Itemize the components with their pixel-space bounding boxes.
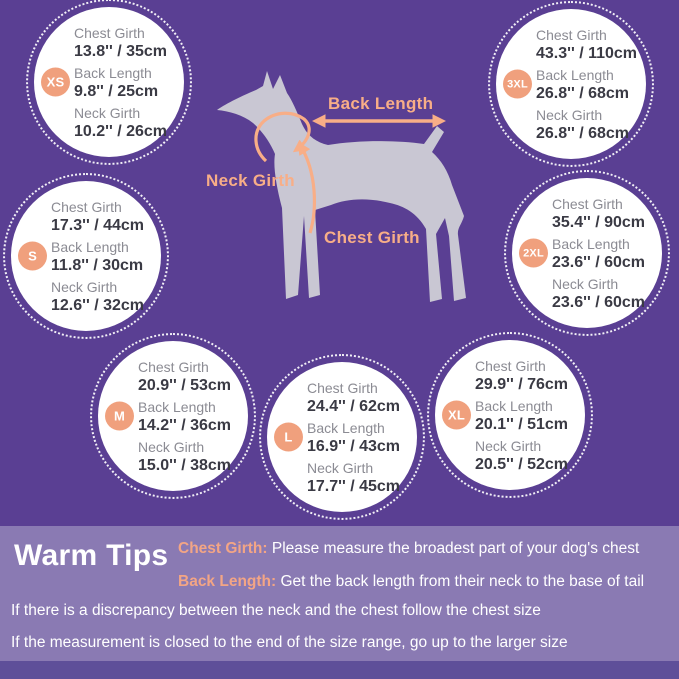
- measurement-value: 20.1'' / 51cm: [475, 416, 569, 433]
- measurements-2xl: Chest Girth 35.4'' / 90cm Back Length 23…: [552, 193, 645, 313]
- measurement-value: 16.9'' / 43cm: [307, 438, 401, 455]
- dog-silhouette: [217, 71, 466, 302]
- measurement-value: 26.8'' / 68cm: [536, 85, 630, 102]
- measurement-value: 17.3'' / 44cm: [51, 217, 145, 234]
- size-card-l: L Chest Girth 24.4'' / 62cm Back Length …: [259, 354, 425, 520]
- warm-tips-section: Warm Tips Chest Girth: Please measure th…: [0, 526, 679, 679]
- measurement-label: Chest Girth: [307, 380, 378, 396]
- note-size-range: If the measurement is closed to the end …: [11, 634, 568, 651]
- measurement-value: 43.3'' / 110cm: [536, 45, 638, 62]
- measurement-value: 14.2'' / 36cm: [138, 417, 232, 434]
- dog-silhouette-graphic: [217, 71, 466, 302]
- measurement-label: Back Length: [74, 65, 152, 81]
- size-card-2xl: 2XL Chest Girth 35.4'' / 90cm Back Lengt…: [504, 170, 670, 336]
- tip-back-length-label: Back Length:: [178, 573, 277, 590]
- warm-tips-title: Warm Tips: [14, 539, 169, 572]
- note-discrepancy: If there is a discrepancy between the ne…: [11, 602, 541, 619]
- chest-girth-arrow: [297, 141, 316, 234]
- size-card-3xl: 3XL Chest Girth 43.3'' / 110cm Back Leng…: [488, 1, 654, 167]
- measurement-label: Back Length: [307, 420, 385, 436]
- tip-chest-girth: Chest Girth: Please measure the broadest…: [178, 540, 639, 558]
- tip-back-length: Back Length: Get the back length from th…: [178, 573, 644, 591]
- measurement-value: 23.6'' / 60cm: [552, 294, 646, 311]
- tip-chest-girth-text: Please measure the broadest part of your…: [271, 540, 640, 557]
- measurement-label: Neck Girth: [138, 439, 205, 455]
- size-badge-s: S: [18, 241, 47, 271]
- measurement-label: Chest Girth: [51, 199, 122, 215]
- measurement-label: Neck Girth: [536, 107, 603, 123]
- measurement-label: Neck Girth: [552, 276, 619, 292]
- tip-chest-girth-label: Chest Girth:: [178, 540, 268, 557]
- measurement-value: 35.4'' / 90cm: [552, 214, 646, 231]
- size-badge-3xl: 3XL: [503, 69, 532, 99]
- measurement-label: Chest Girth: [552, 196, 623, 212]
- size-card-xl: XL Chest Girth 29.9'' / 76cm Back Length…: [427, 332, 593, 498]
- neck-girth-arrow: [254, 111, 311, 163]
- measurement-value: 20.9'' / 53cm: [138, 377, 232, 394]
- tip-back-length-text: Get the back length from their neck to t…: [280, 573, 645, 590]
- measurement-label: Neck Girth: [307, 460, 374, 476]
- measurement-value: 12.6'' / 32cm: [51, 297, 145, 314]
- measurement-value: 20.5'' / 52cm: [475, 456, 569, 473]
- measurement-label: Back Length: [138, 399, 216, 415]
- measurement-value: 10.2'' / 26cm: [74, 123, 168, 140]
- size-badge-m: M: [105, 401, 134, 431]
- measurement-label: Back Length: [51, 239, 129, 255]
- measurement-value: 11.8'' / 30cm: [51, 257, 144, 274]
- measurement-value: 13.8'' / 35cm: [74, 43, 168, 60]
- measurements-xl: Chest Girth 29.9'' / 76cm Back Length 20…: [475, 355, 568, 475]
- size-badge-xl: XL: [442, 400, 471, 430]
- neck-girth-label: Neck Girth: [206, 171, 295, 190]
- measurements-xs: Chest Girth 13.8'' / 35cm Back Length 9.…: [74, 22, 167, 142]
- size-badge-2xl: 2XL: [519, 238, 548, 268]
- measurement-label: Neck Girth: [51, 279, 118, 295]
- back-length-label: Back Length: [328, 94, 434, 113]
- size-card-m: M Chest Girth 20.9'' / 53cm Back Length …: [90, 333, 256, 499]
- measurement-label: Neck Girth: [74, 105, 141, 121]
- measurement-label: Chest Girth: [536, 27, 607, 43]
- size-badge-l: L: [274, 422, 303, 452]
- measurements-l: Chest Girth 24.4'' / 62cm Back Length 16…: [307, 377, 400, 497]
- measurements-3xl: Chest Girth 43.3'' / 110cm Back Length 2…: [536, 24, 637, 144]
- measurement-value: 15.0'' / 38cm: [138, 457, 232, 474]
- size-badge-xs: XS: [41, 67, 70, 97]
- measurement-label: Chest Girth: [475, 358, 546, 374]
- measurement-label: Neck Girth: [475, 438, 542, 454]
- measurement-value: 29.9'' / 76cm: [475, 376, 569, 393]
- measurements-m: Chest Girth 20.9'' / 53cm Back Length 14…: [138, 356, 231, 476]
- measurement-value: 24.4'' / 62cm: [307, 398, 401, 415]
- measurements-s: Chest Girth 17.3'' / 44cm Back Length 11…: [51, 196, 144, 316]
- measurement-label: Chest Girth: [74, 25, 145, 41]
- measurement-value: 26.8'' / 68cm: [536, 125, 630, 142]
- measurement-value: 23.6'' / 60cm: [552, 254, 646, 271]
- measurement-label: Back Length: [475, 398, 553, 414]
- measurement-label: Back Length: [552, 236, 630, 252]
- measurement-value: 9.8'' / 25cm: [74, 83, 159, 100]
- chest-girth-label: Chest Girth: [324, 228, 420, 247]
- measurement-label: Chest Girth: [138, 359, 209, 375]
- size-card-s: S Chest Girth 17.3'' / 44cm Back Length …: [3, 173, 169, 339]
- bottom-strip: [0, 661, 679, 679]
- size-card-xs: XS Chest Girth 13.8'' / 35cm Back Length…: [26, 0, 192, 165]
- measurement-value: 17.7'' / 45cm: [307, 478, 401, 495]
- measurement-label: Back Length: [536, 67, 614, 83]
